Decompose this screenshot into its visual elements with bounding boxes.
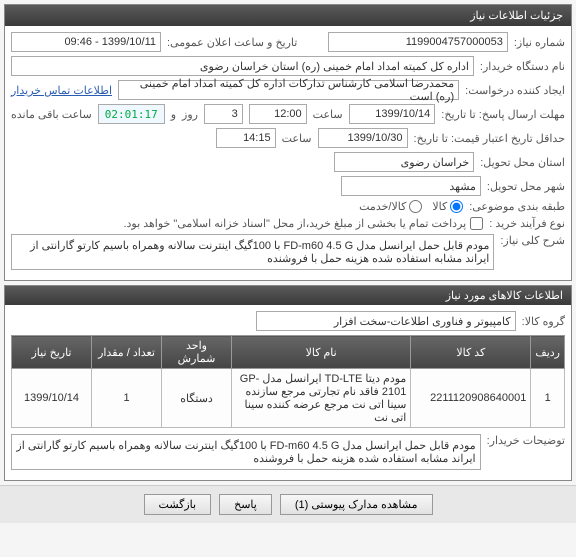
- pub-datetime-value: 1399/10/11 - 09:46: [11, 32, 161, 52]
- col-row: ردیف: [531, 336, 565, 369]
- cell-qty: 1: [92, 369, 162, 428]
- city-value: مشهد: [341, 176, 481, 196]
- budget-radio-group: کالا کالا/خدمت: [359, 200, 463, 213]
- process-type-label: نوع فرآیند خرید :: [489, 217, 565, 230]
- remaining-label: ساعت باقی مانده: [11, 108, 92, 121]
- col-name: نام کالا: [232, 336, 411, 369]
- cell-name: مودم دیتا TD-LTE ایرانسل مدل GP-2101 فاق…: [232, 369, 411, 428]
- countdown-timer: 02:01:17: [98, 104, 165, 124]
- items-table: ردیف کد کالا نام کالا واحد شمارش تعداد /…: [11, 335, 565, 428]
- hour-label-1: ساعت: [313, 108, 343, 121]
- attachments-button[interactable]: مشاهده مدارک پیوستی (1): [280, 494, 433, 515]
- reply-deadline-label: مهلت ارسال پاسخ: تا تاریخ:: [441, 108, 565, 121]
- col-date: تاریخ نیاز: [12, 336, 92, 369]
- treasury-checkbox[interactable]: پرداخت تمام یا بخشی از مبلغ خرید،از محل …: [123, 217, 483, 230]
- contact-link[interactable]: اطلاعات تماس خریدار: [11, 84, 112, 97]
- treasury-note: پرداخت تمام یا بخشی از مبلغ خرید،از محل …: [123, 217, 466, 230]
- general-desc-label: شرح کلی نیاز:: [500, 234, 565, 247]
- explain-label: توضیحات خریدار:: [487, 434, 565, 447]
- valid-date-value: 1399/10/30: [318, 128, 408, 148]
- need-panel-title: جزئیات اطلاعات نیاز: [5, 5, 571, 26]
- col-unit: واحد شمارش: [162, 336, 232, 369]
- creator-value: محمدرضا اسلامی کارشناس تدارکات اداره کل …: [118, 80, 459, 100]
- province-value: خراسان رضوی: [334, 152, 474, 172]
- city-label: شهر محل تحویل:: [487, 180, 565, 193]
- radio-service-input[interactable]: [409, 200, 422, 213]
- cell-date: 1399/10/14: [12, 369, 92, 428]
- table-row[interactable]: 1 2211120908640001 مودم دیتا TD-LTE ایرا…: [12, 369, 565, 428]
- col-qty: تعداد / مقدار: [92, 336, 162, 369]
- need-info-panel: جزئیات اطلاعات نیاز شماره نیاز: 11990047…: [4, 4, 572, 281]
- items-panel: اطلاعات کالاهای مورد نیاز گروه کالا: کام…: [4, 285, 572, 481]
- radio-goods-label: کالا: [432, 200, 447, 213]
- treasury-checkbox-input[interactable]: [470, 217, 483, 230]
- general-desc-value: مودم قابل حمل ایرانسل مدل FD-m60 4.5 G ب…: [11, 234, 494, 270]
- reply-date-value: 1399/10/14: [349, 104, 436, 124]
- reply-button[interactable]: پاسخ: [219, 494, 272, 515]
- need-no-label: شماره نیاز:: [514, 36, 565, 49]
- cell-code: 2211120908640001: [411, 369, 531, 428]
- cell-row: 1: [531, 369, 565, 428]
- items-panel-title: اطلاعات کالاهای مورد نیاز: [5, 286, 571, 305]
- and-label: و: [171, 108, 176, 121]
- col-code: کد کالا: [411, 336, 531, 369]
- reply-hour-value: 12:00: [249, 104, 307, 124]
- group-value: کامپیوتر و فناوری اطلاعات-سخت افزار: [256, 311, 516, 331]
- remaining-days-value: 3: [204, 104, 243, 124]
- explain-value: مودم قابل حمل ایرانسل مدل FD-m60 4.5 G ب…: [11, 434, 481, 470]
- budget-row-label: طبقه بندی موضوعی:: [469, 200, 565, 213]
- pub-datetime-label: تاریخ و ساعت اعلان عمومی:: [167, 36, 297, 49]
- need-no-value: 1199004757000053: [328, 32, 508, 52]
- back-button[interactable]: بازگشت: [144, 494, 212, 515]
- org-name-label: نام دستگاه خریدار:: [480, 60, 565, 73]
- button-bar: مشاهده مدارک پیوستی (1) پاسخ بازگشت: [0, 485, 576, 523]
- day-label: روز: [182, 108, 198, 121]
- org-name-value: اداره کل کمیته امداد امام خمینی (ره) است…: [11, 56, 474, 76]
- radio-service[interactable]: کالا/خدمت: [359, 200, 422, 213]
- radio-service-label: کالا/خدمت: [359, 200, 406, 213]
- group-label: گروه کالا:: [522, 315, 565, 328]
- radio-goods[interactable]: کالا: [432, 200, 463, 213]
- province-label: استان محل تحویل:: [480, 156, 565, 169]
- hour-label-2: ساعت: [282, 132, 312, 145]
- valid-hour-value: 14:15: [216, 128, 276, 148]
- radio-goods-input[interactable]: [450, 200, 463, 213]
- cell-unit: دستگاه: [162, 369, 232, 428]
- valid-min-label: حداقل تاریخ اعتبار قیمت: تا تاریخ:: [414, 132, 565, 145]
- creator-label: ایجاد کننده درخواست:: [465, 84, 565, 97]
